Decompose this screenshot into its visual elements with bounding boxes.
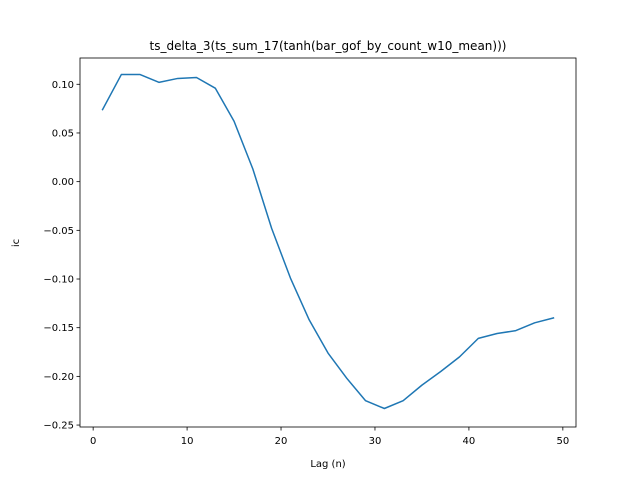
x-axis: 0 10 20 30 40 50 — [90, 427, 569, 447]
y-tick-label: 0.00 — [52, 177, 74, 188]
axes-frame — [79, 57, 577, 428]
y-tick-label: −0.05 — [43, 226, 74, 237]
y-axis-label: ic — [11, 239, 22, 247]
y-tick-label: 0.10 — [52, 80, 74, 91]
y-tick-label: −0.20 — [43, 372, 74, 383]
y-tick-label: −0.25 — [43, 421, 74, 432]
x-axis-label: Lag (n) — [310, 459, 345, 470]
y-axis: 0.10 0.05 0.00 −0.05 −0.10 −0.15 −0.20 −0.25 — [43, 80, 80, 432]
chart-title: ts_delta_3(ts_sum_17(tanh(bar_gof_by_cou… — [150, 39, 507, 53]
y-tick-label: −0.10 — [43, 275, 74, 286]
series-line-0 — [101, 73, 555, 410]
y-tick-label: 0.05 — [52, 128, 74, 139]
x-tick-label: 0 — [90, 436, 96, 447]
plot-area — [79, 57, 577, 428]
x-tick-label: 40 — [463, 436, 476, 447]
x-tick-label: 10 — [181, 436, 194, 447]
x-tick-label: 20 — [275, 436, 288, 447]
x-tick-label: 50 — [556, 436, 569, 447]
x-tick-label: 30 — [369, 436, 382, 447]
y-tick-label: −0.15 — [43, 323, 74, 334]
